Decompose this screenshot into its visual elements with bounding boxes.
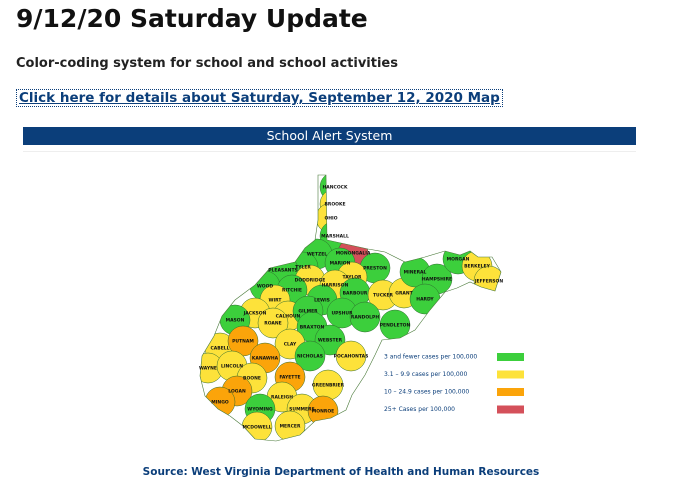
county-label: WOOD xyxy=(257,284,274,290)
county-label: MCDOWELL xyxy=(242,425,271,431)
county-label: WAYNE xyxy=(199,366,217,372)
county-label: UPSHUR xyxy=(331,311,353,317)
legend-swatch xyxy=(497,370,524,379)
county-label: HARRISON xyxy=(322,283,349,289)
county-label: PRESTON xyxy=(363,266,387,272)
divider xyxy=(23,151,636,152)
county-label: BRAXTON xyxy=(300,325,325,331)
county-label: CABELL xyxy=(210,346,229,352)
county-label: MASON xyxy=(226,318,245,324)
county-label: GILMER xyxy=(298,309,318,315)
county-label: PUTNAM xyxy=(232,339,254,345)
county-label: RALEIGH xyxy=(271,395,293,401)
county-label: WEBSTER xyxy=(318,338,343,344)
county-label: WETZEL xyxy=(307,252,327,258)
county-label: FAYETTE xyxy=(279,375,300,381)
map-link[interactable]: Click here for details about Saturday, S… xyxy=(16,89,503,107)
county-label: POCAHONTAS xyxy=(334,354,369,360)
source: Source: West Virginia Department of Heal… xyxy=(142,466,540,478)
county-label: MONONGALIA xyxy=(336,251,371,257)
county-label: MARSHALL xyxy=(321,234,349,240)
county-label: JEFFERSON xyxy=(474,279,504,285)
county-label: HAMPSHIRE xyxy=(422,277,452,283)
county xyxy=(274,410,306,441)
county-label: NICHOLAS xyxy=(297,354,323,360)
county xyxy=(257,307,289,339)
legend-swatch xyxy=(497,353,524,361)
county-label: MERCER xyxy=(280,424,301,430)
legend: 3 and fewer cases per 100,000 3.1 – 9.9 c… xyxy=(384,353,524,414)
legend-label: 3 and fewer cases per 100,000 xyxy=(384,354,477,361)
county-label: LEWIS xyxy=(314,298,330,304)
county-label: TAYLOR xyxy=(342,275,362,281)
county-label: BOONE xyxy=(243,376,261,382)
county xyxy=(349,301,381,333)
county-label: SUMMERS xyxy=(289,407,315,413)
county-label: LOGAN xyxy=(228,389,246,395)
county-label: JACKSON xyxy=(243,311,267,317)
county-label: MORGAN xyxy=(447,257,470,263)
county-label: ROANE xyxy=(264,321,282,327)
county-label: DODDRIDGE xyxy=(295,278,326,284)
county-labels: HANCOCK BROOKE OHIO MARSHALL MONONGALIA WETZE… xyxy=(199,185,503,431)
county-label: BARBOUR xyxy=(343,291,368,297)
county-label: TYLER xyxy=(295,265,311,271)
legend-swatch xyxy=(497,405,524,414)
county-label: WYOMING xyxy=(247,407,273,413)
legend-label: 10 – 24.9 cases per 100,000 xyxy=(384,389,469,396)
county-label: HARDY xyxy=(416,297,434,303)
county-label: BROOKE xyxy=(324,202,345,208)
page-title: 9/12/20 Saturday Update xyxy=(16,4,368,33)
legend-label: 3.1 – 9.9 cases per 100,000 xyxy=(384,371,468,378)
county-label: PENDLETON xyxy=(380,323,411,329)
county-label: KANAWHA xyxy=(252,356,279,362)
county-label: OHIO xyxy=(324,216,337,222)
banner: School Alert System xyxy=(23,127,636,145)
subtitle: Color-coding system for school and schoo… xyxy=(16,56,398,71)
county-label: MINGO xyxy=(211,400,229,406)
county-label: WIRT xyxy=(269,298,283,304)
county-label: MINERAL xyxy=(404,270,427,276)
county-label: GRANT xyxy=(395,291,413,297)
county-label: LINCOLN xyxy=(221,364,243,370)
legend-swatch xyxy=(497,388,524,396)
county-label: CLAY xyxy=(284,342,297,348)
county-label: RANDOLPH xyxy=(351,315,379,321)
county-label: MONROE xyxy=(312,409,334,415)
county xyxy=(335,340,367,372)
county-label: HANCOCK xyxy=(323,185,348,191)
county-label: MARION xyxy=(330,261,351,267)
county-layer xyxy=(200,175,501,441)
county-label: BERKELEY xyxy=(464,264,490,270)
county-label: RITCHIE xyxy=(282,288,302,294)
county xyxy=(294,340,326,372)
county-label: PLEASANTS xyxy=(268,268,298,274)
county-label: CALHOUN xyxy=(276,314,301,320)
county-label: TUCKER xyxy=(373,293,394,299)
county-label: GREENBRIER xyxy=(312,383,345,389)
legend-label: 25+ Cases per 100,000 xyxy=(384,406,455,413)
